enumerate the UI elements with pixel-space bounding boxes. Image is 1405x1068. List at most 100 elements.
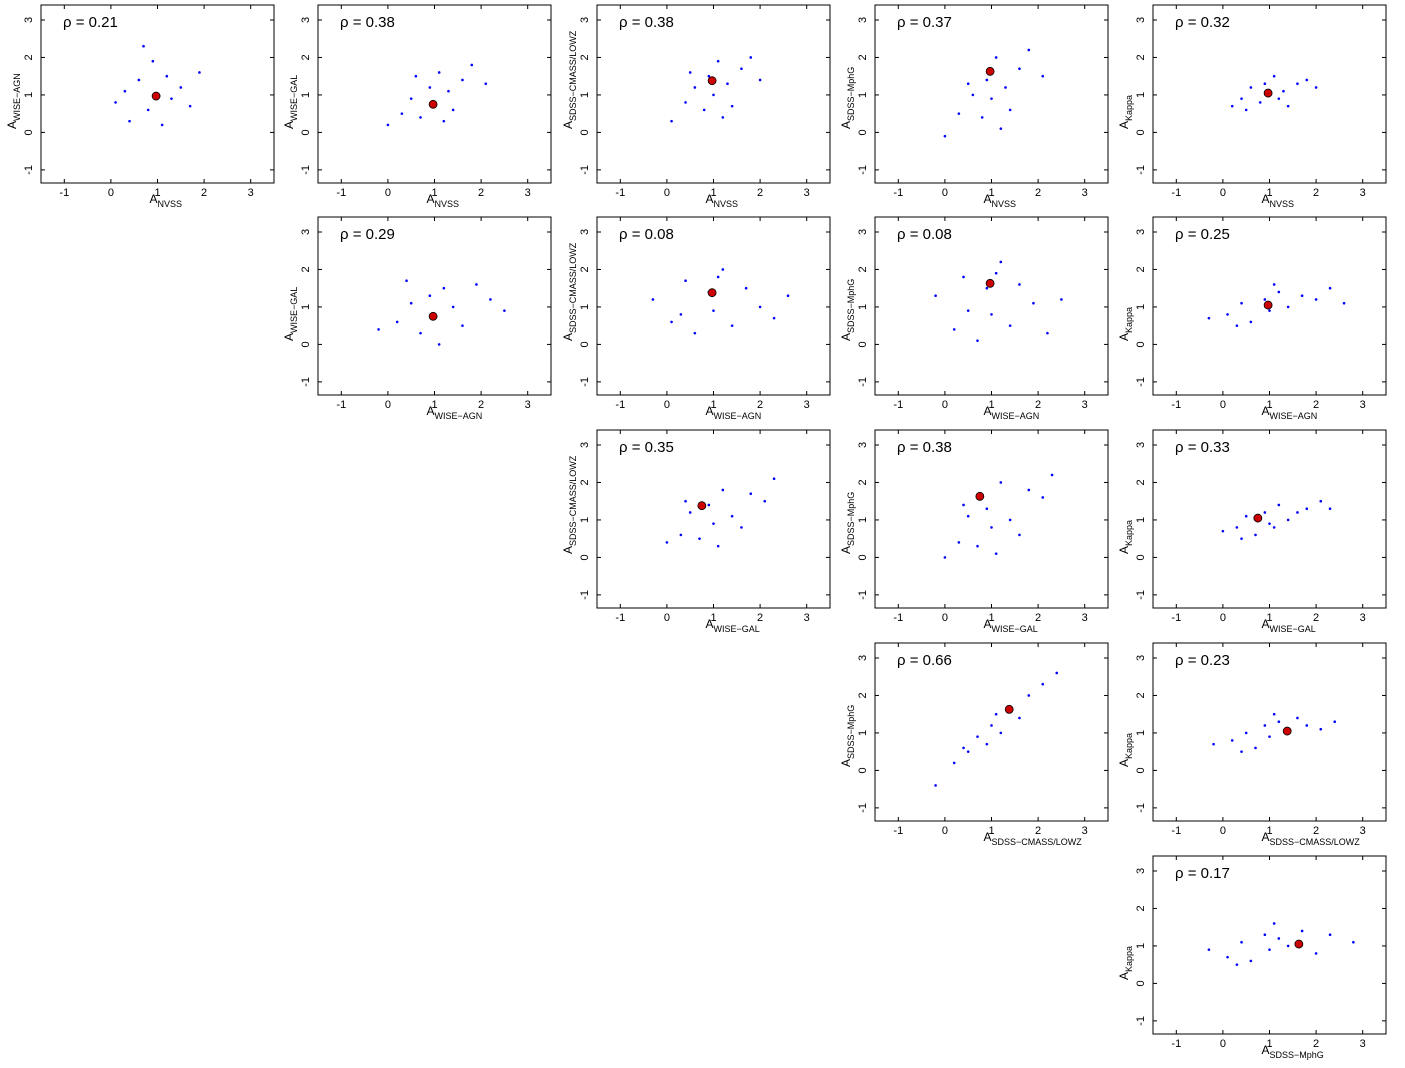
- y-axis-label: ASDSS−CMASS/LOWZ: [561, 455, 578, 554]
- plot-frame: [317, 4, 552, 184]
- y-label-base: A: [1117, 333, 1131, 341]
- y-axis-label: ASDSS−MphG: [839, 492, 856, 554]
- y-label-sub: Kappa: [1124, 307, 1134, 333]
- sample-point: [749, 56, 753, 59]
- x-tick-label: 2: [478, 187, 484, 199]
- y-tick-label: 3: [1135, 442, 1147, 448]
- y-label-sub: WISE−GAL: [289, 75, 299, 121]
- y-tick-label: 3: [300, 229, 312, 235]
- x-tick-label: 0: [664, 399, 670, 411]
- sample-point: [447, 89, 450, 93]
- x-tick-label: 0: [664, 187, 670, 199]
- x-tick-label: 1: [988, 612, 994, 624]
- sample-point: [419, 116, 422, 119]
- sample-point: [1296, 82, 1299, 85]
- sample-point: [1263, 298, 1267, 301]
- sample-point: [990, 526, 993, 529]
- sample-point: [1272, 74, 1276, 78]
- sample-point: [503, 309, 506, 312]
- y-tick-label: 2: [857, 266, 869, 272]
- x-axis-label: ASDSS−CMASS/LOWZ: [984, 830, 1083, 847]
- sample-point: [990, 724, 993, 727]
- y-tick-label: 0: [1135, 554, 1147, 560]
- sample-point: [1272, 712, 1276, 716]
- y-tick-label: -1: [1135, 1016, 1147, 1026]
- y-tick-label: 1: [300, 92, 312, 98]
- estimate-point: [1294, 939, 1304, 949]
- x-tick-label: 1: [154, 187, 160, 199]
- y-label-sub: SDSS−MphG: [846, 492, 856, 546]
- x-axis-label: ANVSS: [984, 192, 1017, 209]
- x-tick-label: 1: [710, 187, 716, 199]
- y-tick-label: 3: [857, 442, 869, 448]
- x-tick-label: -1: [1171, 612, 1181, 624]
- annotation: ρ = 0.29: [340, 226, 395, 243]
- sample-point: [1230, 739, 1234, 742]
- plot-frame: [1152, 429, 1387, 609]
- x-tick-label: 3: [248, 187, 254, 199]
- sample-point: [1235, 963, 1239, 966]
- y-tick-label: 1: [857, 92, 869, 98]
- x-tick-label: 3: [1360, 612, 1366, 624]
- sample-point: [1352, 940, 1355, 944]
- y-axis-label: AKappa: [1117, 307, 1134, 341]
- sample-point: [707, 503, 711, 507]
- x-tick-label: 3: [804, 612, 810, 624]
- sample-point: [1027, 48, 1031, 52]
- sample-point: [985, 286, 989, 290]
- y-tick-label: 0: [23, 129, 35, 135]
- y-label-sub: WISE−AGN: [12, 73, 22, 121]
- y-tick-label: 2: [300, 266, 312, 272]
- sample-point: [1263, 511, 1267, 514]
- x-tick-label: 1: [1266, 1038, 1272, 1050]
- y-tick-label: -1: [23, 165, 35, 175]
- sample-point: [400, 112, 404, 115]
- sample-point: [721, 268, 725, 271]
- plot-frame: [317, 216, 552, 396]
- x-tick-label: 0: [942, 187, 948, 199]
- x-label-base: A: [706, 404, 714, 418]
- y-tick-label: 2: [1135, 692, 1147, 698]
- y-tick-label: 0: [1135, 341, 1147, 347]
- x-axis-label: AWISE−AGN: [984, 404, 1040, 421]
- sample-point: [730, 324, 734, 327]
- sample-point: [1055, 671, 1059, 675]
- sample-point: [1041, 682, 1045, 686]
- y-tick-label: 3: [1135, 868, 1147, 874]
- sample-point: [1277, 937, 1281, 940]
- sample-point: [428, 86, 432, 89]
- sample-point: [1300, 929, 1304, 933]
- x-axis-label: ANVSS: [150, 192, 183, 209]
- y-label-sub: WISE−GAL: [289, 287, 299, 333]
- y-tick-label: -1: [579, 590, 591, 600]
- sample-point: [1018, 283, 1021, 286]
- sample-point: [962, 275, 965, 279]
- y-tick-label: 2: [857, 692, 869, 698]
- x-axis-label: AWISE−AGN: [706, 404, 762, 421]
- y-tick-label: 0: [579, 129, 591, 135]
- sample-point: [999, 481, 1003, 484]
- sample-point: [428, 294, 432, 297]
- sample-point: [437, 343, 441, 346]
- sample-point: [1305, 724, 1309, 727]
- plot-frame: [1152, 855, 1387, 1035]
- x-label-sub: NVSS: [714, 199, 739, 209]
- y-tick-label: 1: [1135, 943, 1147, 949]
- x-label-sub: NVSS: [435, 199, 460, 209]
- sample-point: [990, 313, 993, 316]
- sample-point: [665, 541, 669, 544]
- annotation: ρ = 0.33: [1175, 439, 1230, 456]
- sample-point: [1244, 108, 1248, 112]
- annotation: ρ = 0.38: [897, 439, 952, 456]
- y-label-base: A: [1117, 972, 1131, 980]
- x-label-base: A: [984, 192, 992, 206]
- sample-point: [1004, 86, 1007, 89]
- sample-point: [1240, 940, 1243, 944]
- sample-point: [740, 67, 743, 71]
- x-axis-label: ANVSS: [427, 192, 460, 209]
- y-label-base: A: [1117, 759, 1131, 767]
- y-axis-label: AWISE−GAL: [282, 287, 299, 341]
